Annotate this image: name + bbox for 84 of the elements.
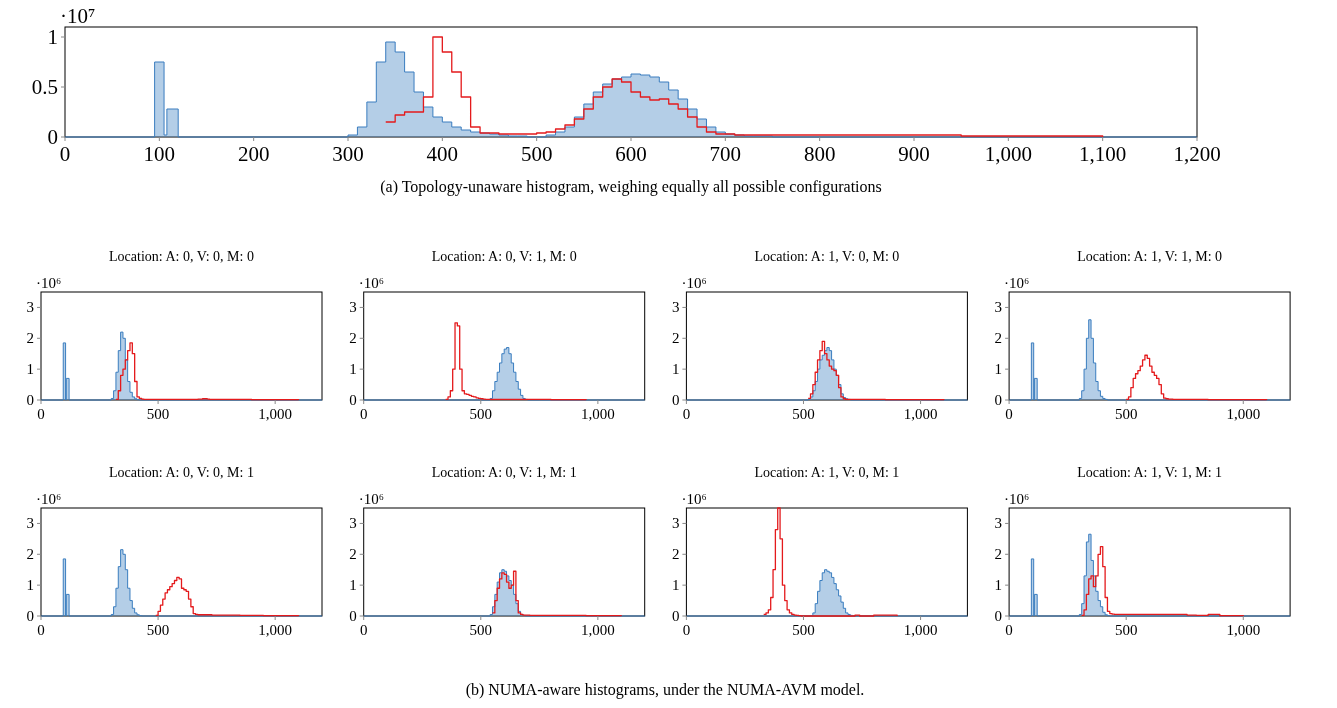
y-tick-label: 0 <box>994 391 1003 408</box>
x-tick-label: 500 <box>792 621 815 638</box>
x-tick-label: 800 <box>803 141 836 166</box>
x-tick-label: 700 <box>709 141 742 166</box>
y-tick-label: 1 <box>349 361 357 378</box>
text: ·10⁶ <box>358 491 384 507</box>
x-tick-label: 500 <box>520 141 553 166</box>
text: ·10⁶ <box>1004 491 1030 507</box>
x-tick-label: 300 <box>332 141 364 166</box>
x-tick-label: 1,000 <box>258 621 293 638</box>
chart-title: Location: A: 1, V: 0, M: 0 <box>754 249 900 264</box>
text: ·10⁶ <box>36 491 62 507</box>
y-tick-label: 0 <box>349 607 357 624</box>
x-tick-label: 500 <box>146 621 170 638</box>
chart-title: Location: A: 1, V: 0, M: 1 <box>754 465 900 480</box>
x-tick-label: 1,000 <box>1226 405 1261 422</box>
text: (b) NUMA-aware histograms, under the NUMA-AVM model. <box>465 681 865 699</box>
y-tick-label: 2 <box>671 546 680 563</box>
y-tick-label: 0.5 <box>31 74 58 99</box>
y-tick-label: 1 <box>47 24 58 49</box>
y-tick-label: 3 <box>349 299 357 316</box>
y-tick-label: 3 <box>26 299 34 316</box>
x-tick-label: 600 <box>615 141 647 166</box>
y-tick-label: 1 <box>994 361 1003 378</box>
y-tick-label: 2 <box>994 546 1003 563</box>
y-tick-label: 1 <box>26 361 34 378</box>
y-tick-label: 2 <box>26 546 34 563</box>
text: ·10⁶ <box>681 275 707 291</box>
chart-title: Location: A: 0, V: 0, M: 0 <box>109 249 254 264</box>
y-tick-label: 0 <box>349 391 357 408</box>
y-tick-label: 0 <box>671 607 680 624</box>
text: ·10⁶ <box>36 275 62 291</box>
y-tick-label: 0 <box>671 391 680 408</box>
x-tick-label: 500 <box>1114 621 1138 638</box>
text: ·10⁶ <box>358 275 384 291</box>
y-tick-label: 0 <box>26 607 34 624</box>
x-tick-label: 500 <box>792 405 815 422</box>
x-tick-label: 400 <box>426 141 459 166</box>
y-tick-label: 2 <box>994 330 1003 347</box>
y-tick-label: 2 <box>671 330 680 347</box>
x-tick-label: 0 <box>682 405 691 422</box>
y-tick-label: 0 <box>26 391 34 408</box>
x-tick-label: 1,000 <box>258 405 293 422</box>
text: ·10⁶ <box>681 491 707 507</box>
x-tick-label: 1,000 <box>903 621 938 638</box>
x-tick-label: 900 <box>898 141 930 166</box>
y-tick-label: 2 <box>349 330 357 347</box>
y-tick-label: 3 <box>994 515 1003 532</box>
y-tick-label: 3 <box>26 515 34 532</box>
chart-title: Location: A: 0, V: 0, M: 1 <box>109 465 254 480</box>
y-tick-label: 2 <box>26 330 34 347</box>
y-tick-label: 1 <box>26 577 34 594</box>
x-tick-label: 1,000 <box>984 141 1032 166</box>
chart-title: Location: A: 1, V: 1, M: 1 <box>1077 465 1223 480</box>
chart-title: Location: A: 0, V: 1, M: 1 <box>431 465 577 480</box>
x-tick-label: 500 <box>469 405 493 422</box>
y-tick-label: 1 <box>671 361 680 378</box>
annotation: ·10⁷ <box>60 4 96 28</box>
y-tick-label: 1 <box>671 577 680 594</box>
x-tick-label: 1,000 <box>1226 621 1261 638</box>
y-tick-label: 0 <box>994 607 1003 624</box>
x-tick-label: 500 <box>1114 405 1138 422</box>
x-tick-label: 100 <box>143 141 176 166</box>
y-tick-label: 3 <box>994 299 1003 316</box>
x-tick-label: 200 <box>237 141 270 166</box>
y-tick-label: 3 <box>349 515 357 532</box>
x-tick-label: 1,000 <box>580 621 615 638</box>
y-tick-label: 1 <box>994 577 1003 594</box>
text: ·10⁶ <box>1004 275 1030 291</box>
y-tick-label: 2 <box>349 546 357 563</box>
x-tick-label: 1,000 <box>580 405 615 422</box>
y-tick-label: 0 <box>47 124 58 149</box>
x-tick-label: 500 <box>469 621 493 638</box>
text: (a) Topology-unaware histogram, weighing equally all possible configurations <box>380 178 882 196</box>
x-tick-label: 1,000 <box>903 405 938 422</box>
x-tick-label: 500 <box>146 405 170 422</box>
chart-title: Location: A: 0, V: 1, M: 0 <box>431 249 577 264</box>
chart-title: Location: A: 1, V: 1, M: 0 <box>1077 249 1223 264</box>
y-tick-label: 1 <box>349 577 357 594</box>
y-tick-label: 3 <box>671 299 680 316</box>
x-tick-label: 0 <box>682 621 691 638</box>
x-tick-label: 1,100 <box>1079 141 1127 166</box>
x-tick-label: 1,200 <box>1173 141 1221 166</box>
y-tick-label: 3 <box>671 515 680 532</box>
